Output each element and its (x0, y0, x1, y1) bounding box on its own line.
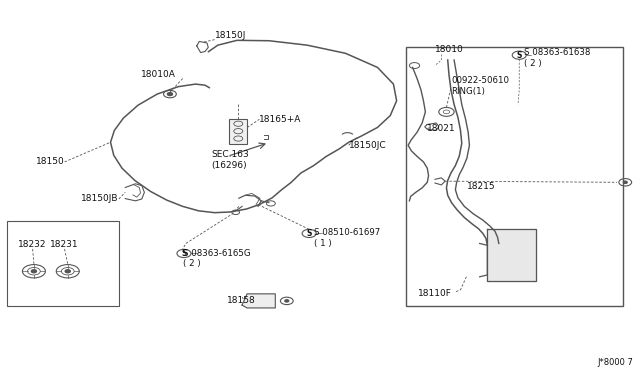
Text: SEC.163
(16296): SEC.163 (16296) (211, 150, 249, 170)
Text: 18150JC: 18150JC (349, 141, 387, 150)
Text: 18165+A: 18165+A (259, 115, 301, 124)
Circle shape (168, 93, 173, 96)
Bar (7, 221, 119, 307)
Text: S: S (516, 51, 522, 60)
Text: 18110F: 18110F (418, 289, 452, 298)
Bar (406, 47, 623, 307)
Text: 18158: 18158 (227, 296, 256, 305)
Text: 18010: 18010 (435, 45, 464, 54)
Text: S 08363-61638
( 2 ): S 08363-61638 ( 2 ) (524, 48, 591, 68)
Bar (229, 119, 247, 144)
Text: 18021: 18021 (428, 124, 456, 133)
Text: S 08363-6165G
( 2 ): S 08363-6165G ( 2 ) (182, 248, 250, 268)
Text: 18150J: 18150J (214, 31, 246, 39)
Polygon shape (487, 229, 536, 280)
Text: 18150: 18150 (36, 157, 65, 166)
Text: 18150JB: 18150JB (81, 195, 118, 203)
Text: 18010A: 18010A (141, 70, 176, 78)
Polygon shape (242, 294, 275, 308)
Text: 18215: 18215 (467, 182, 495, 190)
Text: 18231: 18231 (51, 240, 79, 249)
Text: S: S (307, 229, 312, 238)
Circle shape (623, 181, 627, 183)
Text: S 08510-61697
( 1 ): S 08510-61697 ( 1 ) (314, 228, 380, 248)
Text: S: S (181, 249, 187, 258)
Text: J*8000 7: J*8000 7 (597, 357, 633, 366)
Text: 00922-50610
RING(1): 00922-50610 RING(1) (451, 76, 509, 96)
Text: 18232: 18232 (19, 240, 47, 249)
Circle shape (31, 270, 36, 273)
Circle shape (65, 270, 70, 273)
Circle shape (285, 300, 289, 302)
